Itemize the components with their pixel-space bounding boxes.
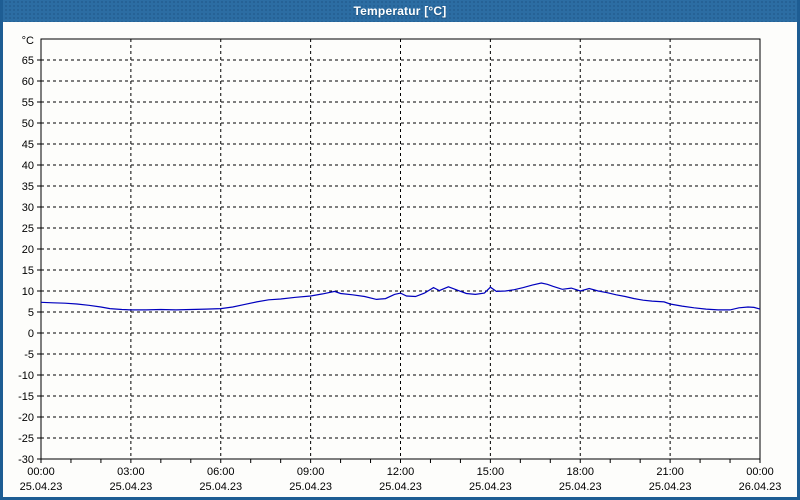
svg-text:55: 55 [22, 97, 34, 109]
svg-text:-25: -25 [18, 433, 34, 445]
svg-text:25.04.23: 25.04.23 [109, 481, 152, 493]
svg-text:-15: -15 [18, 391, 34, 403]
svg-text:25.04.23: 25.04.23 [559, 481, 602, 493]
svg-text:26.04.23: 26.04.23 [739, 481, 782, 493]
svg-text:30: 30 [22, 202, 34, 214]
plot-frame [40, 38, 761, 460]
svg-text:18:00: 18:00 [566, 466, 594, 478]
y-axis-unit: °C [22, 35, 34, 47]
svg-text:25.04.23: 25.04.23 [289, 481, 332, 493]
grid-lines [37, 39, 761, 463]
temperature-line [40, 282, 761, 311]
window-titlebar: Temperatur [°C] [3, 0, 797, 22]
svg-text:03:00: 03:00 [117, 466, 145, 478]
svg-text:60: 60 [22, 76, 34, 88]
svg-text:25.04.23: 25.04.23 [379, 481, 422, 493]
svg-text:65: 65 [22, 55, 34, 67]
svg-text:20: 20 [22, 244, 34, 256]
y-axis-labels: 65605550454035302520151050-5-10-15-20-25… [18, 35, 34, 466]
svg-text:15:00: 15:00 [477, 466, 505, 478]
svg-text:00:00: 00:00 [746, 466, 774, 478]
svg-text:-30: -30 [18, 454, 34, 466]
svg-text:25.04.23: 25.04.23 [649, 481, 692, 493]
chart-area: 65 60 55 50 45 40 35 30 25 20 15 10 5 0 -5 -10 -15 -20 -25… [3, 22, 797, 497]
svg-text:06:00: 06:00 [207, 466, 235, 478]
x-axis-labels: 00:00 25.04.23 03:00 25.04.23 06:00 25.04.23 0… [20, 466, 782, 493]
svg-text:25.04.23: 25.04.23 [20, 481, 63, 493]
temperature-chart: 65605550454035302520151050-5-10-15-20-25… [18, 35, 782, 493]
svg-text:25: 25 [22, 223, 34, 235]
svg-text:25.04.23: 25.04.23 [469, 481, 512, 493]
svg-text:50: 50 [22, 118, 34, 130]
svg-text:-10: -10 [18, 370, 34, 382]
svg-text:09:00: 09:00 [297, 466, 325, 478]
svg-text:25.04.23: 25.04.23 [199, 481, 242, 493]
svg-text:40: 40 [22, 160, 34, 172]
svg-text:-20: -20 [18, 412, 34, 424]
window-title: Temperatur [°C] [353, 4, 447, 18]
svg-text:-5: -5 [24, 349, 34, 361]
svg-text:35: 35 [22, 181, 34, 193]
svg-text:5: 5 [28, 307, 34, 319]
svg-text:0: 0 [28, 328, 34, 340]
svg-text:00:00: 00:00 [27, 466, 55, 478]
svg-text:12:00: 12:00 [387, 466, 415, 478]
svg-text:45: 45 [22, 139, 34, 151]
svg-text:21:00: 21:00 [656, 466, 684, 478]
svg-text:10: 10 [22, 286, 34, 298]
svg-text:15: 15 [22, 265, 34, 277]
